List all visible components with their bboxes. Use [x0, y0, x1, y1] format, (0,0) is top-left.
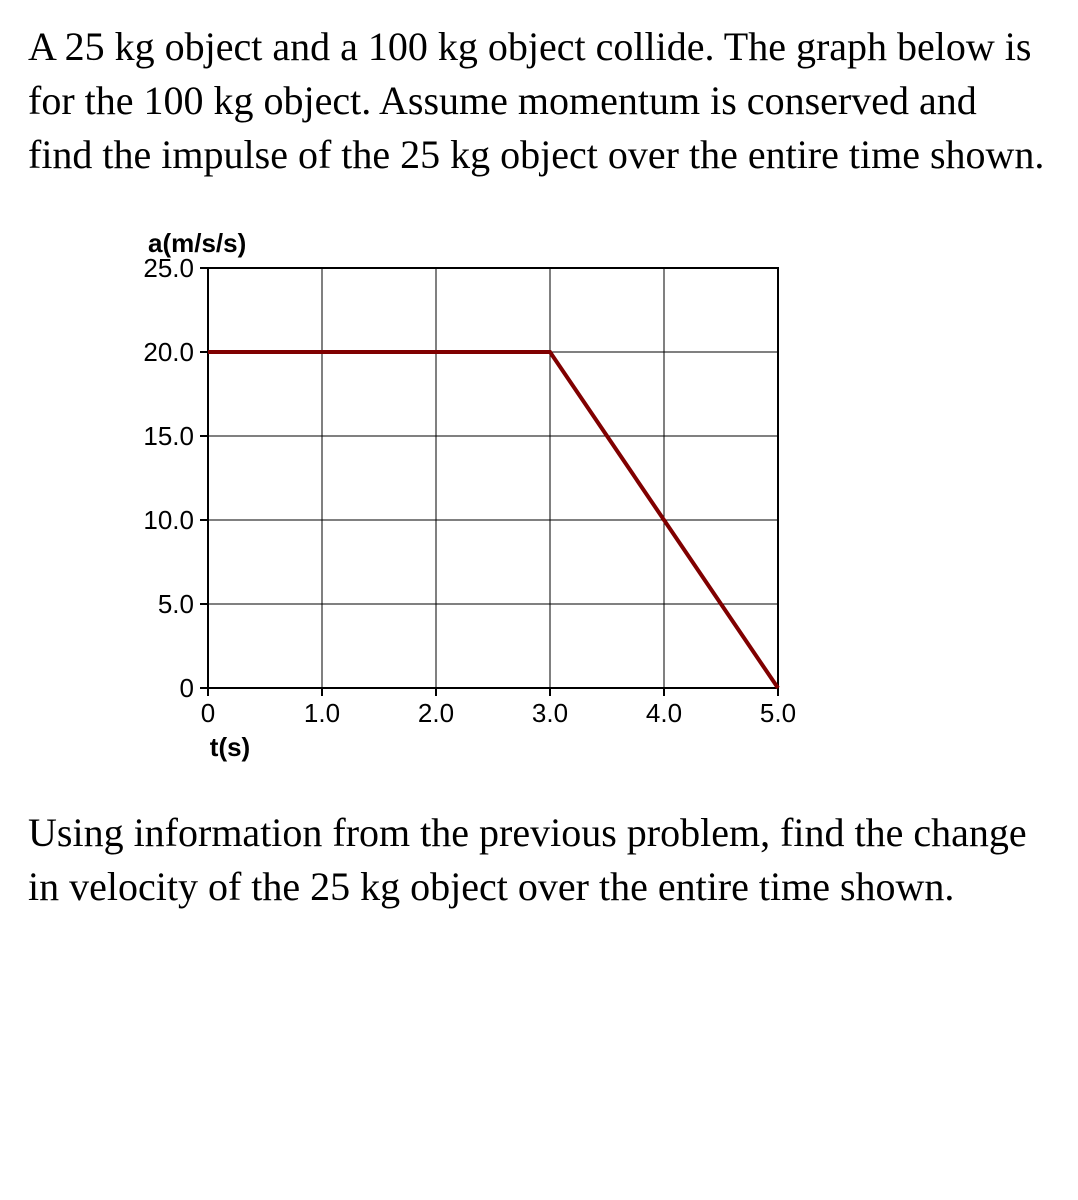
followup-statement: Using information from the previous prob…	[28, 806, 1050, 914]
y-tick-label: 15.0	[143, 421, 194, 451]
y-tick-label: 10.0	[143, 505, 194, 535]
x-axis-label: t(s)	[210, 732, 250, 762]
x-tick-label: 5.0	[760, 698, 796, 728]
x-tick-label: 4.0	[646, 698, 682, 728]
y-tick-label: 0	[180, 673, 194, 703]
x-tick-label: 1.0	[304, 698, 340, 728]
y-tick-label: 20.0	[143, 337, 194, 367]
problem-statement: A 25 kg object and a 100 kg object colli…	[28, 20, 1050, 182]
y-axis-label: a(m/s/s)	[148, 228, 246, 258]
x-tick-label: 3.0	[532, 698, 568, 728]
acceleration-chart: 05.010.015.020.025.001.02.03.04.05.0a(m/…	[88, 218, 1050, 778]
y-tick-label: 5.0	[158, 589, 194, 619]
x-tick-label: 0	[201, 698, 215, 728]
chart-svg: 05.010.015.020.025.001.02.03.04.05.0a(m/…	[88, 218, 848, 778]
x-tick-label: 2.0	[418, 698, 454, 728]
